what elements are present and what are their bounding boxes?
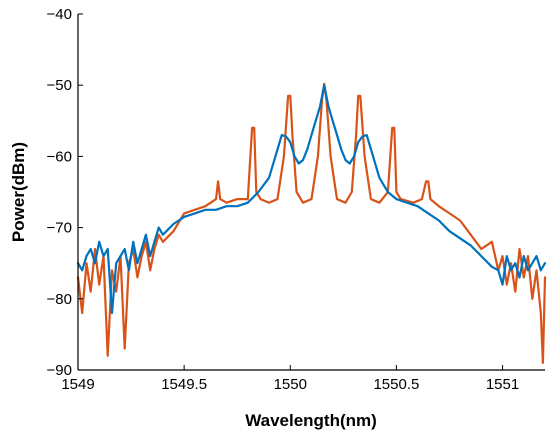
x-tick-label: 1551 xyxy=(486,376,519,393)
y-tick-label: −80 xyxy=(47,291,72,308)
y-tick-label: −60 xyxy=(47,148,72,165)
axes-layer: 1549 1549.5 1550 1550.5 1551 −40 −50 −60 −70 −80 −… xyxy=(47,6,545,393)
x-tick-label: 1550 xyxy=(274,376,307,393)
x-tick-label: 1549.5 xyxy=(161,376,207,393)
series-line-2 xyxy=(76,84,547,315)
y-axis-label: Power(dBm) xyxy=(9,142,28,242)
series-layer xyxy=(76,82,547,364)
series-line-1 xyxy=(76,82,547,364)
x-axis-label: Wavelength(nm) xyxy=(245,411,377,430)
x-tick-label: 1549 xyxy=(61,376,94,393)
y-tick-label: −90 xyxy=(47,362,72,379)
y-tick-label: −70 xyxy=(47,220,72,237)
y-tick-label: −50 xyxy=(47,77,72,94)
y-tick-label: −40 xyxy=(47,6,72,23)
x-tick-label: 1550.5 xyxy=(373,376,419,393)
